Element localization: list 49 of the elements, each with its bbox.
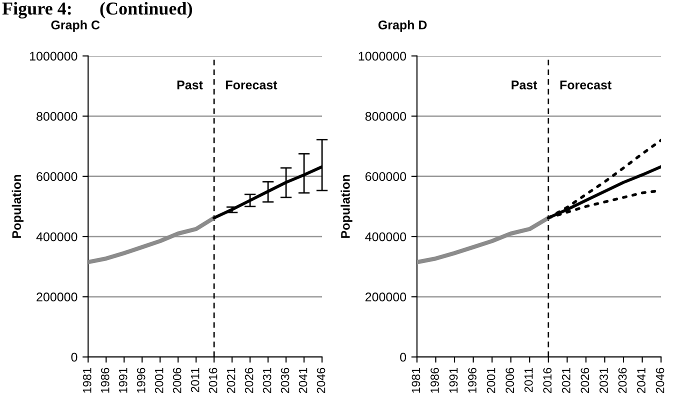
x-tick-label: 2031 xyxy=(262,368,272,394)
y-tick-label: 400000 xyxy=(365,232,406,242)
x-tick-label: 2021 xyxy=(562,368,570,394)
x-tick-label: 2031 xyxy=(600,368,608,394)
y-tick-label: 600000 xyxy=(36,172,78,182)
x-tick-label: 1996 xyxy=(468,368,476,393)
x-tick-label: 1981 xyxy=(412,368,420,393)
y-tick-label: 800000 xyxy=(36,112,78,121)
x-tick-label: 1996 xyxy=(136,368,146,393)
y-tick-label: 600000 xyxy=(365,172,406,182)
x-tick-label: 2006 xyxy=(172,368,182,394)
y-tick-label: 800000 xyxy=(365,112,406,121)
x-tick-label: 2036 xyxy=(280,368,290,394)
x-tick-label: 2046 xyxy=(656,368,664,394)
x-tick-label: 2026 xyxy=(580,368,590,394)
y-axis-title: Population xyxy=(340,174,352,238)
x-tick-label: 2001 xyxy=(154,368,164,394)
x-tick-label: 2011 xyxy=(524,368,533,392)
chart-title: Figure 4: (Continued) xyxy=(2,2,192,18)
x-tick-label: 2021 xyxy=(226,368,236,394)
chart-subtitle: Graph C xyxy=(51,20,100,32)
y-tick-label: 1000000 xyxy=(30,52,78,61)
y-axis-title: Population xyxy=(12,174,24,238)
x-tick-label: 1991 xyxy=(449,368,458,393)
annotation: Forecast xyxy=(560,80,612,90)
x-tick-label: 2036 xyxy=(618,368,627,394)
x-tick-label: 1981 xyxy=(82,368,92,393)
x-tick-label: 1991 xyxy=(118,368,128,393)
y-tick-label: 200000 xyxy=(365,292,406,302)
x-tick-label: 2016 xyxy=(543,368,552,394)
x-tick-label: 2046 xyxy=(316,368,326,394)
annotation: Past xyxy=(512,80,538,90)
y-tick-label: 0 xyxy=(71,352,78,362)
y-tick-label: 200000 xyxy=(36,292,78,302)
x-tick-label: 2011 xyxy=(190,368,200,392)
x-tick-label: 2026 xyxy=(244,368,254,394)
annotation: Forecast xyxy=(226,80,278,90)
x-tick-label: 2041 xyxy=(637,368,646,394)
chart-subtitle: Graph D xyxy=(378,20,427,32)
x-tick-label: 2016 xyxy=(208,368,218,394)
y-tick-label: 400000 xyxy=(36,232,78,242)
x-tick-label: 2006 xyxy=(506,368,514,394)
x-tick-label: 2041 xyxy=(298,368,308,394)
y-tick-label: 1000000 xyxy=(358,52,406,61)
x-tick-label: 1986 xyxy=(100,368,110,393)
x-tick-label: 2001 xyxy=(486,368,496,394)
annotation: Past xyxy=(177,80,203,90)
x-tick-label: 1986 xyxy=(430,368,439,393)
y-tick-label: 0 xyxy=(400,352,406,362)
